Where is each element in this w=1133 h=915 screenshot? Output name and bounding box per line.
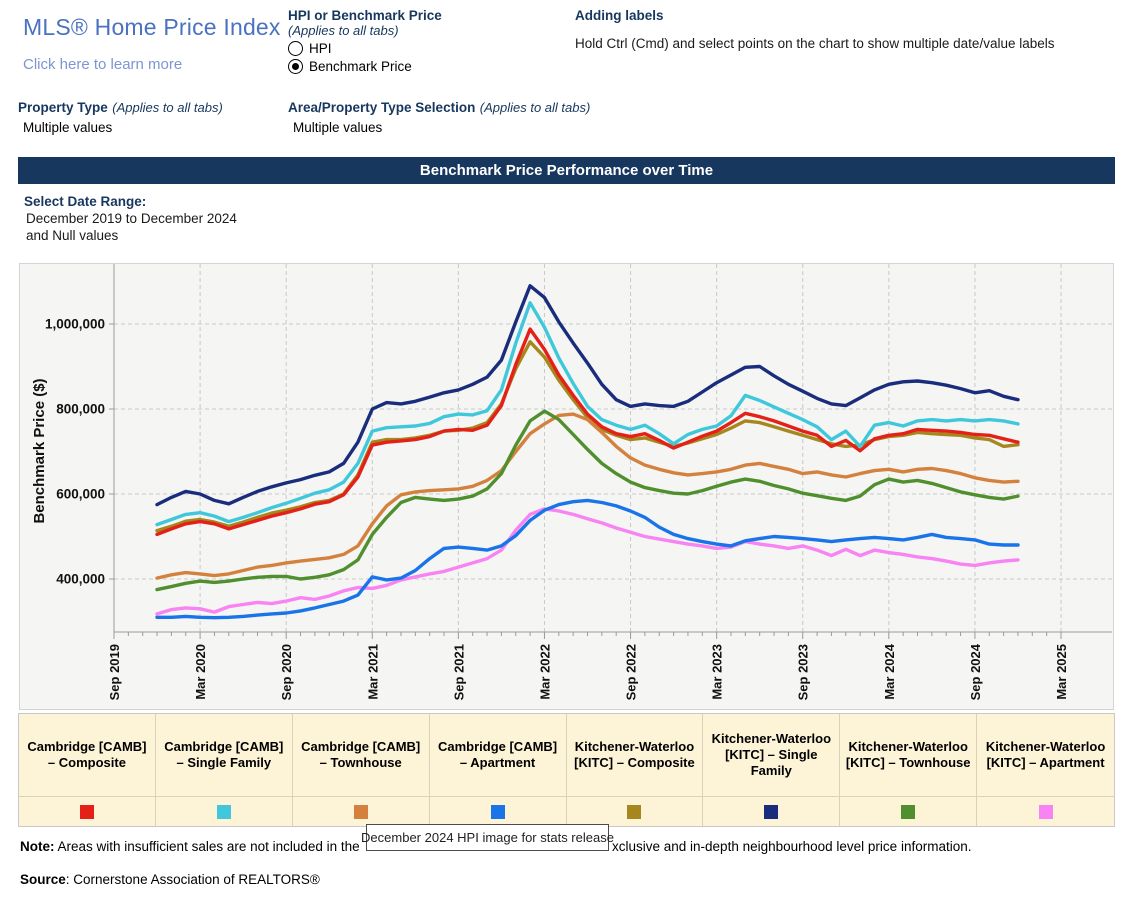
svg-text:Sep 2020: Sep 2020 (279, 644, 294, 700)
legend-swatch-row (840, 796, 977, 826)
legend-swatch[interactable] (79, 804, 94, 819)
legend-item[interactable]: Kitchener-Waterloo [KITC] – Single Famil… (703, 714, 841, 826)
legend-label: Kitchener-Waterloo [KITC] – Townhouse (845, 739, 971, 770)
area-selection-filter: Area/Property Type Selection (Applies to… (288, 99, 590, 135)
benchmark-price-chart: 400,000 600,000 800,000 1,000,000 Sep 2019 Ma… (19, 263, 1114, 710)
svg-text:Sep 2022: Sep 2022 (624, 644, 639, 700)
property-type-filter: Property Type (Applies to all tabs) Mult… (18, 99, 223, 135)
legend-swatch-row (155, 796, 292, 826)
radio-option-benchmark-price[interactable]: Benchmark Price (288, 59, 442, 74)
date-range-label: Select Date Range: (24, 194, 147, 209)
hover-tooltip: December 2024 HPI image for stats releas… (361, 824, 614, 851)
area-selection-sublabel: (Applies to all tabs) (479, 100, 591, 115)
legend-item[interactable]: Kitchener-Waterloo [KITC] – Apartment (977, 714, 1114, 826)
source-value: : Cornerstone Association of REALTORS® (65, 872, 320, 887)
date-range-null-values[interactable]: and Null values (26, 228, 119, 243)
note-label: Note: (20, 839, 55, 854)
svg-text:Sep 2021: Sep 2021 (451, 644, 466, 700)
series-line[interactable] (155, 498, 1020, 620)
chart-canvas[interactable]: 400,000 600,000 800,000 1,000,000 Sep 2019 Ma… (20, 264, 1113, 709)
svg-text:Mar 2024: Mar 2024 (882, 643, 897, 699)
legend-label: Cambridge [CAMB] – Apartment (437, 739, 558, 770)
legend-label: Cambridge [CAMB] – Single Family (164, 739, 284, 770)
legend-label: Cambridge [CAMB] – Composite (27, 739, 147, 770)
series-line[interactable] (155, 301, 1020, 527)
svg-text:Sep 2023: Sep 2023 (796, 644, 811, 700)
svg-text:Mar 2021: Mar 2021 (365, 644, 380, 700)
legend-swatch[interactable] (490, 804, 505, 819)
legend-swatch[interactable] (216, 804, 231, 819)
property-type-label: Property Type (18, 100, 108, 115)
legend-swatch-row (292, 796, 429, 826)
series-line[interactable] (155, 507, 1020, 616)
property-type-sublabel: (Applies to all tabs) (112, 100, 223, 115)
legend-item[interactable]: Kitchener-Waterloo [KITC] – Townhouse (840, 714, 978, 826)
note-text-continued: xclusive and in-depth neighbourhood leve… (612, 839, 972, 854)
property-type-value[interactable]: Multiple values (23, 120, 113, 135)
section-title-banner: Benchmark Price Performance over Time (18, 157, 1115, 184)
legend-item[interactable]: Cambridge [CAMB] – Townhouse (292, 714, 430, 826)
adding-labels-heading: Adding labels (575, 8, 664, 23)
radio-icon-selected[interactable] (288, 59, 303, 74)
svg-text:1,000,000: 1,000,000 (45, 317, 105, 332)
legend-label: Cambridge [CAMB] – Townhouse (301, 739, 421, 770)
series-line[interactable] (155, 412, 1020, 580)
date-range-block: Select Date Range: December 2019 to Dece… (24, 194, 237, 243)
note-text: Note: Areas with insufficient sales are … (20, 839, 360, 854)
svg-text:600,000: 600,000 (56, 487, 105, 502)
legend-swatch-row (566, 796, 703, 826)
app-title: MLS® Home Price Index (23, 14, 281, 40)
radio-label: HPI (309, 41, 332, 56)
radio-option-hpi[interactable]: HPI (288, 41, 442, 56)
radio-label: Benchmark Price (309, 59, 412, 74)
source-label: Source (20, 872, 66, 887)
adding-labels-section: Adding labels Hold Ctrl (Cmd) and select… (575, 8, 1115, 51)
source-text: Source: Cornerstone Association of REALT… (20, 872, 320, 887)
legend-item[interactable]: Cambridge [CAMB] – Single Family (155, 714, 293, 826)
legend-swatch-row (19, 796, 155, 826)
legend-swatch[interactable] (627, 804, 642, 819)
legend-swatch-row (703, 796, 840, 826)
date-range-value[interactable]: December 2019 to December 2024 (26, 211, 237, 226)
legend-swatch[interactable] (764, 804, 779, 819)
learn-more-link[interactable]: Click here to learn more (23, 56, 183, 73)
svg-text:Sep 2024: Sep 2024 (968, 643, 983, 700)
svg-text:Mar 2020: Mar 2020 (193, 644, 208, 700)
legend-label: Kitchener-Waterloo [KITC] – Apartment (985, 739, 1106, 770)
hpi-group-sublabel: (Applies to all tabs) (288, 23, 399, 38)
series-line[interactable] (155, 409, 1020, 592)
legend-label: Kitchener-Waterloo [KITC] – Single Famil… (711, 731, 832, 778)
hpi-group-label: HPI or Benchmark Price (288, 8, 442, 23)
svg-text:Mar 2022: Mar 2022 (537, 644, 552, 700)
svg-text:Mar 2023: Mar 2023 (710, 644, 725, 700)
adding-labels-instruction: Hold Ctrl (Cmd) and select points on the… (575, 36, 1055, 51)
legend-label: Kitchener-Waterloo [KITC] – Composite (574, 739, 695, 770)
series-line[interactable] (155, 284, 1020, 507)
chart-legend: Cambridge [CAMB] – Composite Cambridge [C… (18, 713, 1115, 827)
note-prefix: Areas with insufficient sales are not in… (54, 839, 360, 854)
legend-swatch-row (977, 796, 1114, 826)
radio-icon[interactable] (288, 41, 303, 56)
svg-text:Mar 2025: Mar 2025 (1054, 644, 1069, 700)
legend-swatch-row (429, 796, 566, 826)
legend-item[interactable]: Cambridge [CAMB] – Composite (19, 714, 156, 826)
legend-item[interactable]: Cambridge [CAMB] – Apartment (429, 714, 567, 826)
svg-text:400,000: 400,000 (56, 572, 105, 587)
svg-text:Sep 2019: Sep 2019 (107, 644, 122, 700)
legend-item[interactable]: Kitchener-Waterloo [KITC] – Composite (566, 714, 704, 826)
hpi-benchmark-group: HPI or Benchmark Price (Applies to all t… (288, 8, 442, 74)
svg-text:800,000: 800,000 (56, 402, 105, 417)
legend-swatch[interactable] (901, 804, 916, 819)
legend-swatch[interactable] (1038, 804, 1053, 819)
legend-swatch[interactable] (353, 804, 368, 819)
area-selection-value[interactable]: Multiple values (293, 120, 383, 135)
series-line[interactable] (155, 327, 1020, 537)
y-axis-title: Benchmark Price ($) (31, 378, 48, 523)
area-selection-label: Area/Property Type Selection (288, 100, 476, 115)
